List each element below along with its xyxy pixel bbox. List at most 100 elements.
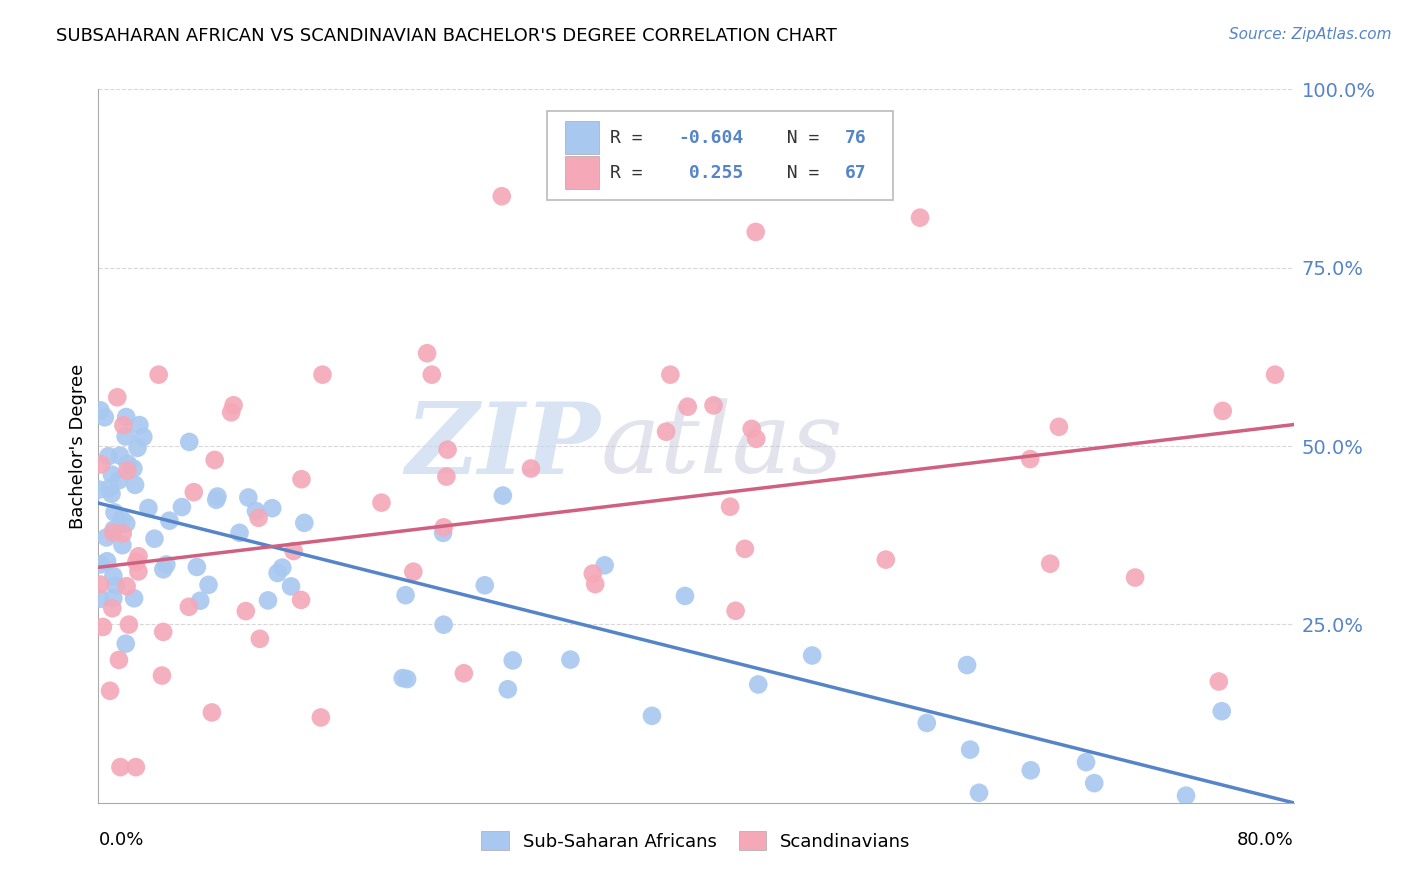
FancyBboxPatch shape <box>565 121 599 154</box>
Point <box>117 457 139 471</box>
Point <box>103 591 125 606</box>
Point <box>89 483 111 497</box>
Point <box>97 449 120 463</box>
Point <box>117 464 139 478</box>
FancyBboxPatch shape <box>565 156 599 189</box>
Point <box>124 478 146 492</box>
Point <box>122 591 145 606</box>
Point <box>1047 420 1070 434</box>
Text: N =: N = <box>765 128 831 146</box>
Point <box>115 579 138 593</box>
Point <box>491 189 513 203</box>
Text: R =: R = <box>610 128 654 146</box>
Point <box>101 467 124 482</box>
Point <box>219 405 242 419</box>
Point <box>96 530 118 544</box>
Point <box>127 441 149 455</box>
Point <box>1019 764 1042 778</box>
Point <box>1123 570 1146 584</box>
Point <box>204 453 226 467</box>
Point <box>1175 789 1198 803</box>
Point <box>197 578 219 592</box>
Point <box>676 400 699 414</box>
Point <box>107 473 129 487</box>
Point <box>201 706 224 720</box>
Point <box>127 565 149 579</box>
Point <box>394 588 416 602</box>
Point <box>89 577 111 591</box>
Text: 76: 76 <box>845 128 868 146</box>
Point <box>111 538 134 552</box>
Point <box>492 489 515 503</box>
Point <box>582 566 605 581</box>
Point <box>875 552 897 566</box>
Point <box>280 579 302 593</box>
Point <box>90 591 112 606</box>
Y-axis label: Bachelor's Degree: Bachelor's Degree <box>69 363 87 529</box>
Point <box>702 398 724 412</box>
Point <box>436 442 458 457</box>
Legend: Sub-Saharan Africans, Scandinavians: Sub-Saharan Africans, Scandinavians <box>474 824 918 858</box>
Point <box>673 589 696 603</box>
Point <box>402 565 425 579</box>
Point <box>271 560 294 574</box>
Point <box>1264 368 1286 382</box>
Point <box>967 786 990 800</box>
Point <box>1019 452 1042 467</box>
Point <box>138 500 160 515</box>
Text: ZIP: ZIP <box>405 398 600 494</box>
Point <box>370 495 392 509</box>
Point <box>593 558 616 573</box>
Point <box>655 425 678 439</box>
Point <box>583 577 606 591</box>
Point <box>143 532 166 546</box>
Point <box>170 500 193 514</box>
Point <box>91 620 114 634</box>
Point <box>292 516 315 530</box>
Point <box>115 516 138 531</box>
Text: atlas: atlas <box>600 399 844 493</box>
Point <box>101 525 124 540</box>
Point <box>396 672 419 686</box>
Point <box>183 485 205 500</box>
Point <box>103 523 125 537</box>
Point <box>433 617 456 632</box>
Point <box>747 677 769 691</box>
Point <box>150 668 173 682</box>
Point <box>1211 704 1233 718</box>
Point <box>128 418 150 433</box>
Text: 0.255: 0.255 <box>678 164 744 182</box>
Point <box>118 617 141 632</box>
Point <box>257 593 280 607</box>
Point <box>309 710 332 724</box>
Point <box>128 549 150 564</box>
Point <box>100 487 122 501</box>
Text: 80.0%: 80.0% <box>1237 831 1294 849</box>
Point <box>266 566 288 580</box>
Point <box>1212 404 1234 418</box>
Point <box>1074 755 1097 769</box>
Point <box>391 671 413 685</box>
Text: 0.0%: 0.0% <box>98 831 143 849</box>
Point <box>238 491 260 505</box>
Point <box>112 418 135 433</box>
Point <box>496 682 519 697</box>
Point <box>110 760 132 774</box>
Point <box>111 512 134 526</box>
Point <box>420 368 443 382</box>
Point <box>125 555 148 569</box>
Point <box>1039 557 1062 571</box>
Point <box>188 593 211 607</box>
Point <box>205 492 228 507</box>
Point <box>105 390 128 404</box>
Point <box>179 434 201 449</box>
Point <box>453 666 475 681</box>
Point <box>96 554 118 568</box>
Point <box>98 683 121 698</box>
Text: R =: R = <box>610 164 654 182</box>
Point <box>434 469 457 483</box>
Point <box>222 398 245 412</box>
Point <box>520 461 543 475</box>
Point <box>724 604 747 618</box>
Text: -0.604: -0.604 <box>678 128 744 146</box>
